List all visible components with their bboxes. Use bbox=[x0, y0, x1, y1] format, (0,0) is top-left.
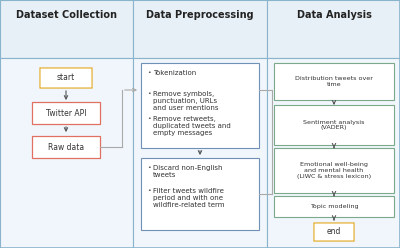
Text: Distribution tweets over
time: Distribution tweets over time bbox=[295, 76, 373, 87]
Text: Topic modeling: Topic modeling bbox=[310, 204, 358, 209]
Text: start: start bbox=[57, 73, 75, 83]
FancyBboxPatch shape bbox=[0, 0, 133, 58]
Text: Tokenization: Tokenization bbox=[153, 70, 196, 76]
FancyBboxPatch shape bbox=[314, 223, 354, 241]
Text: •: • bbox=[147, 165, 151, 170]
Text: Emotional well-being
and mental health
(LIWC & stress lexicon): Emotional well-being and mental health (… bbox=[297, 162, 371, 179]
FancyBboxPatch shape bbox=[32, 102, 100, 124]
FancyBboxPatch shape bbox=[141, 63, 259, 148]
Text: Remove retweets,
duplicated tweets and
empty messages: Remove retweets, duplicated tweets and e… bbox=[153, 116, 231, 136]
FancyBboxPatch shape bbox=[274, 196, 394, 217]
FancyBboxPatch shape bbox=[40, 68, 92, 88]
Text: Raw data: Raw data bbox=[48, 143, 84, 152]
Text: •: • bbox=[147, 116, 151, 121]
FancyBboxPatch shape bbox=[267, 58, 400, 248]
FancyBboxPatch shape bbox=[133, 58, 267, 248]
FancyBboxPatch shape bbox=[32, 136, 100, 158]
FancyBboxPatch shape bbox=[274, 105, 394, 145]
FancyBboxPatch shape bbox=[141, 158, 259, 230]
Text: •: • bbox=[147, 70, 151, 75]
FancyBboxPatch shape bbox=[274, 148, 394, 193]
Text: •: • bbox=[147, 91, 151, 96]
Text: Dataset Collection: Dataset Collection bbox=[16, 10, 116, 20]
FancyBboxPatch shape bbox=[267, 0, 400, 58]
Text: Data Preprocessing: Data Preprocessing bbox=[146, 10, 254, 20]
Text: Data Analysis: Data Analysis bbox=[296, 10, 372, 20]
FancyBboxPatch shape bbox=[133, 0, 267, 58]
Text: Filter tweets wildfire
period and with one
wildfire-related term: Filter tweets wildfire period and with o… bbox=[153, 188, 224, 208]
Text: end: end bbox=[327, 227, 341, 237]
Text: •: • bbox=[147, 188, 151, 193]
Text: Sentiment analysis
(VADER): Sentiment analysis (VADER) bbox=[303, 120, 365, 130]
Text: Twitter API: Twitter API bbox=[46, 109, 86, 118]
Text: Remove symbols,
punctuation, URLs
and user mentions: Remove symbols, punctuation, URLs and us… bbox=[153, 91, 218, 111]
Text: Discard non-English
tweets: Discard non-English tweets bbox=[153, 165, 222, 178]
FancyBboxPatch shape bbox=[0, 58, 133, 248]
FancyBboxPatch shape bbox=[274, 63, 394, 100]
